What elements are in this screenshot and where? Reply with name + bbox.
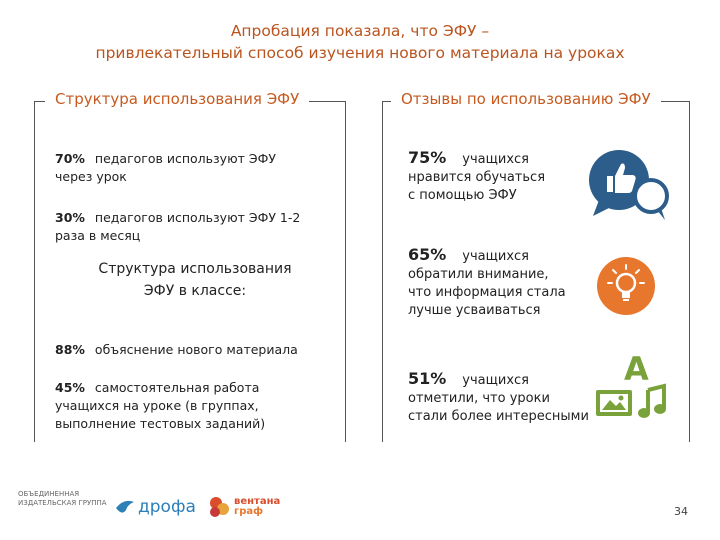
review-who: учащихся <box>462 152 529 167</box>
stat-text: через урок <box>55 169 127 184</box>
review-text: нравится обучаться <box>408 170 546 185</box>
stat-text: объяснение нового материала <box>94 342 298 357</box>
review-65: 65% учащихся обратили внимание, что инфор… <box>408 246 588 320</box>
title-line-1: Апробация показала, что ЭФУ – <box>230 22 490 40</box>
stat-30: 30% педагогов используют ЭФУ 1-2 раза в м… <box>55 209 335 245</box>
lightbulb-icon <box>597 257 655 315</box>
left-panel-heading: Структура использования ЭФУ <box>45 90 310 108</box>
stat-text: выполнение тестовых заданий) <box>55 416 266 431</box>
stat-45: 45% самостоятельная работа учащихся на ур… <box>55 379 345 433</box>
stat-88: 88% объяснение нового материала <box>55 341 355 359</box>
group-logo: ОБЪЕДИНЕННАЯ ИЗДАТЕЛЬСКАЯ ГРУППА <box>18 490 107 508</box>
stat-pct: 30% <box>55 210 85 225</box>
review-text: обратили внимание, <box>408 267 549 282</box>
drofa-logo: дрофа <box>114 494 196 520</box>
stat-text: учащихся на уроке (в группах, <box>55 398 259 413</box>
stat-text: педагогов используют ЭФУ <box>94 151 276 166</box>
review-text: лучше усваиваться <box>408 303 541 318</box>
subheading-line-1: Структура использования <box>98 261 292 277</box>
group-logo-line-1: ОБЪЕДИНЕННАЯ <box>18 490 80 498</box>
review-51: 51% учащихся отметили, что уроки стали бо… <box>408 370 593 426</box>
review-who: учащихся <box>462 249 529 264</box>
class-structure-heading: Структура использования ЭФУ в классе: <box>60 258 330 302</box>
ventana-logo-line-1: вентана <box>234 496 281 507</box>
ventana-logo-line-2: граф <box>234 506 264 517</box>
review-pct: 65% <box>408 245 447 264</box>
chat-like-icon <box>589 150 669 220</box>
review-pct: 75% <box>408 148 447 167</box>
stat-pct: 70% <box>55 151 85 166</box>
title-line-2: привлекательный способ изучения нового м… <box>95 44 625 62</box>
review-pct: 51% <box>408 369 447 388</box>
left-panel: Структура использования ЭФУ <box>34 90 346 442</box>
review-text: отметили, что уроки <box>408 391 550 406</box>
media-icon: A <box>596 352 666 418</box>
subheading-line-2: ЭФУ в классе: <box>143 283 247 299</box>
right-panel: Отзывы по использованию ЭФУ <box>382 90 690 442</box>
ventana-mark-icon <box>210 497 229 517</box>
stat-pct: 45% <box>55 380 85 395</box>
review-text: что информация стала <box>408 285 566 300</box>
stat-text: раза в месяц <box>55 228 141 243</box>
stat-text: самостоятельная работа <box>94 380 260 395</box>
slide-title: Апробация показала, что ЭФУ – привлекате… <box>0 20 720 64</box>
bird-icon <box>116 500 134 513</box>
drofa-logo-text: дрофа <box>138 497 196 517</box>
right-panel-heading: Отзывы по использованию ЭФУ <box>391 90 661 108</box>
stat-text: педагогов используют ЭФУ 1-2 <box>94 210 301 225</box>
stat-70: 70% педагогов используют ЭФУ через урок <box>55 150 335 186</box>
review-text: стали более интересными <box>408 409 589 424</box>
review-75: 75% учащихся нравится обучаться с помощью… <box>408 149 588 205</box>
stat-pct: 88% <box>55 342 85 357</box>
review-text: с помощью ЭФУ <box>408 188 517 203</box>
svg-text:A: A <box>624 352 649 388</box>
group-logo-line-2: ИЗДАТЕЛЬСКАЯ ГРУППА <box>18 499 107 507</box>
page-number: 34 <box>674 505 688 518</box>
review-who: учащихся <box>462 373 529 388</box>
ventana-logo: вентана граф <box>208 495 280 519</box>
